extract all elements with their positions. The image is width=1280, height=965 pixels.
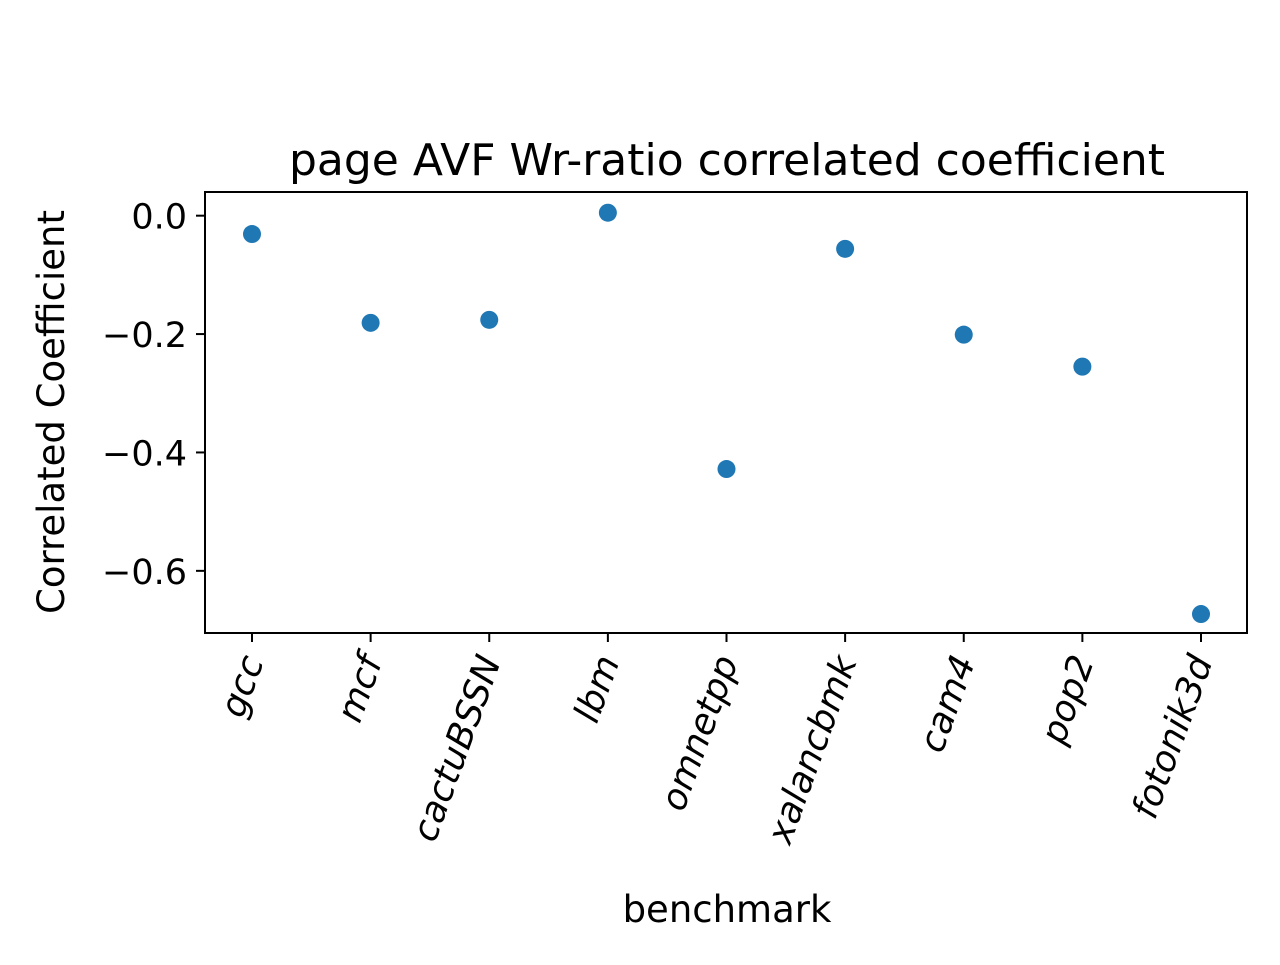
- x-axis-ticks: gcc mcf cactuBSSN lbm omnetpp xalancbmk cam4 po…: [213, 633, 1222, 850]
- y-tick-label: −0.4: [102, 434, 187, 474]
- x-tick-label-lbm: lbm: [567, 650, 629, 728]
- y-tick-label: 0.0: [131, 198, 187, 238]
- data-point-lbm: [598, 203, 617, 222]
- y-tick-label: −0.2: [102, 316, 187, 356]
- x-tick-label-fotonik3d: fotonik3d: [1125, 649, 1222, 824]
- plot-area-frame: [204, 191, 1248, 634]
- y-axis-ticks: 0.0 −0.2 −0.4 −0.6: [102, 198, 205, 593]
- x-tick-label-xalancbmk: xalancbmk: [759, 648, 866, 850]
- data-point-mcf: [361, 313, 380, 332]
- data-point-pop2: [1073, 357, 1092, 376]
- data-point-fotonik3d: [1192, 605, 1210, 624]
- data-point-xalancbmk: [836, 239, 855, 258]
- data-point-gcc: [243, 225, 261, 244]
- y-axis-label: Correlated Coefficient: [30, 210, 73, 614]
- x-tick-label-cactuBSSN: cactuBSSN: [405, 650, 510, 847]
- x-tick-label-mcf: mcf: [329, 645, 392, 727]
- x-tick-label-cam4: cam4: [912, 650, 985, 758]
- x-tick-label-omnetpp: omnetpp: [653, 650, 747, 816]
- chart-title: page AVF Wr-ratio correlated coefficient: [289, 135, 1165, 186]
- x-tick-label-gcc: gcc: [213, 650, 273, 723]
- data-point-cam4: [954, 325, 973, 344]
- x-tick-label-pop2: pop2: [1033, 650, 1103, 750]
- data-point-omnetpp: [717, 460, 736, 479]
- y-tick-label: −0.6: [102, 553, 187, 593]
- data-point-cactuBSSN: [480, 310, 499, 329]
- x-axis-label: benchmark: [623, 888, 832, 931]
- data-points: [243, 203, 1210, 624]
